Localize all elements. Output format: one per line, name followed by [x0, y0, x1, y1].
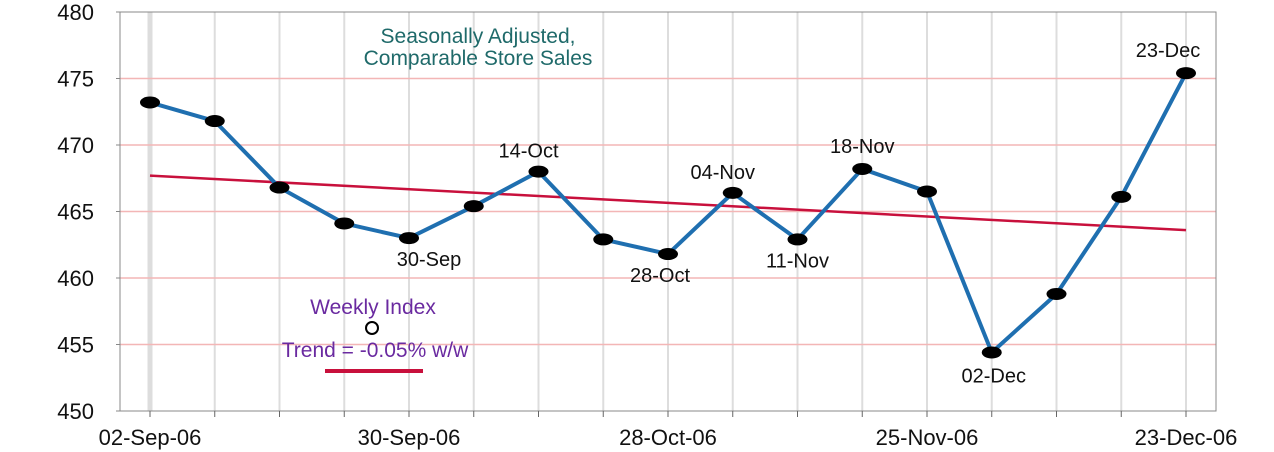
data-point — [981, 346, 1002, 359]
chart-title-group: Seasonally Adjusted, Comparable Store Sa… — [364, 25, 593, 70]
chart-title: Seasonally Adjusted, — [381, 25, 576, 48]
series-layer: 30-Sep 14-Oct 28-Oct 04-Nov 11-Nov 18-Nov 02-D… — [140, 40, 1200, 387]
y-tick-label: 460 — [57, 266, 94, 291]
data-point — [204, 115, 225, 128]
data-label: 02-Dec — [962, 365, 1026, 387]
x-tick-label: 28-Oct-06 — [619, 425, 717, 450]
y-tick-label: 480 — [57, 0, 94, 25]
legend-series-label: Weekly Index — [310, 296, 436, 319]
data-point — [1046, 287, 1067, 300]
data-point — [463, 200, 484, 213]
data-point — [852, 162, 873, 175]
grid-layer — [120, 12, 1216, 411]
chart-subtitle: Comparable Store Sales — [364, 47, 593, 70]
data-point — [399, 232, 419, 245]
data-point — [1176, 67, 1196, 80]
legend-trend-label: Trend = -0.05% w/w — [282, 339, 469, 362]
data-point — [528, 165, 549, 178]
data-point — [269, 181, 290, 194]
legend: Weekly Index Trend = -0.05% w/w — [282, 296, 469, 373]
data-point — [658, 248, 678, 261]
data-label: 18-Nov — [830, 136, 894, 158]
y-tick-label: 465 — [57, 200, 94, 225]
data-label: 14-Oct — [498, 141, 558, 163]
data-label: 11-Nov — [766, 250, 829, 272]
data-point — [1111, 190, 1132, 203]
y-tick-label: 450 — [57, 399, 94, 424]
x-tick-label: 25-Nov-06 — [876, 425, 979, 450]
data-label: 30-Sep — [397, 249, 462, 271]
data-point — [917, 185, 937, 198]
data-label: 04-Nov — [691, 162, 755, 184]
trend-line — [149, 174, 1187, 232]
data-point — [140, 96, 160, 109]
legend-series-marker — [365, 321, 379, 335]
axis-layer: 450 455 460 465 470 475 480 02-Sep-06 30-Sep-06 2… — [57, 0, 1237, 450]
y-tick-label: 470 — [57, 133, 94, 158]
data-label: 28-Oct — [630, 265, 690, 287]
y-tick-label: 475 — [57, 67, 94, 92]
x-tick-label: 30-Sep-06 — [358, 425, 461, 450]
y-tick-label: 455 — [57, 333, 94, 358]
x-tick-label: 23-Dec-06 — [1135, 425, 1238, 450]
data-point — [334, 217, 355, 230]
data-point — [722, 186, 743, 199]
data-point — [593, 233, 614, 246]
x-tick-label: 02-Sep-06 — [99, 425, 202, 450]
data-label: 23-Dec — [1136, 40, 1200, 62]
data-point — [787, 233, 808, 246]
